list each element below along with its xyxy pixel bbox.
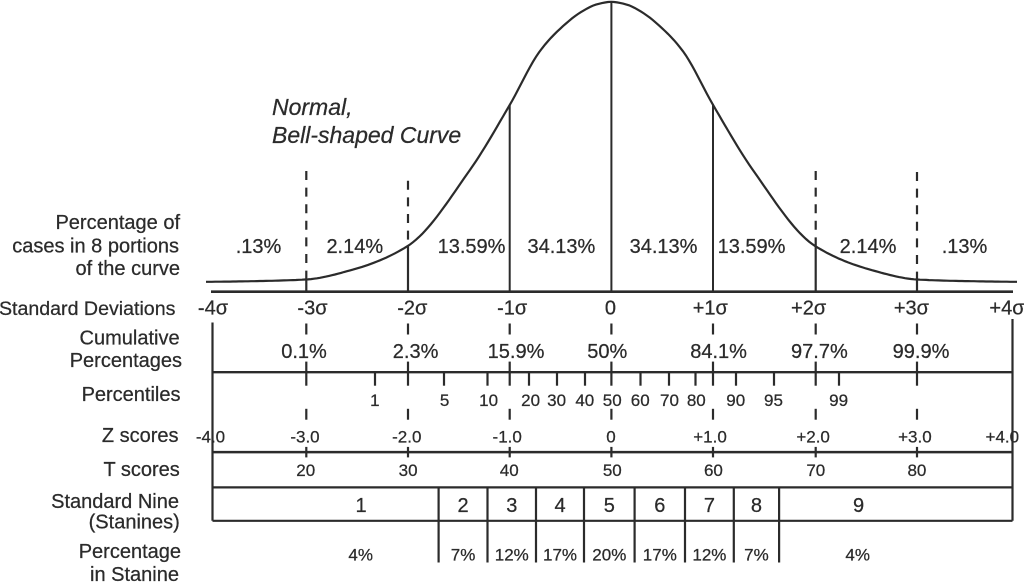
- svg-text:17%: 17%: [643, 546, 677, 565]
- svg-text:50%: 50%: [587, 341, 627, 363]
- svg-text:9: 9: [853, 495, 864, 517]
- svg-text:34.13%: 34.13%: [527, 236, 595, 258]
- svg-text:15.9%: 15.9%: [488, 341, 545, 363]
- svg-text:20%: 20%: [592, 546, 626, 565]
- svg-text:Percentages: Percentages: [70, 350, 182, 372]
- svg-text:80: 80: [907, 461, 926, 480]
- svg-text:12%: 12%: [495, 546, 529, 565]
- svg-text:80: 80: [687, 391, 706, 410]
- svg-text:-1σ: -1σ: [497, 298, 528, 320]
- svg-text:70: 70: [806, 461, 825, 480]
- svg-text:12%: 12%: [692, 546, 726, 565]
- svg-text:90: 90: [726, 391, 745, 410]
- svg-text:6: 6: [654, 495, 665, 517]
- svg-text:60: 60: [631, 391, 650, 410]
- svg-text:2: 2: [457, 495, 468, 517]
- svg-text:17%: 17%: [543, 546, 577, 565]
- svg-text:95: 95: [764, 391, 783, 410]
- svg-text:7: 7: [704, 495, 715, 517]
- svg-text:5: 5: [440, 391, 449, 410]
- svg-text:Cumulative: Cumulative: [80, 327, 180, 349]
- svg-text:99: 99: [829, 391, 848, 410]
- svg-text:in Stanine: in Stanine: [90, 564, 179, 586]
- svg-text:.13%: .13%: [942, 236, 988, 258]
- svg-text:40: 40: [500, 461, 519, 480]
- svg-text:-2.0: -2.0: [392, 428, 421, 447]
- svg-text:Normal,: Normal,: [272, 94, 353, 120]
- svg-text:7%: 7%: [744, 546, 769, 565]
- svg-text:99.9%: 99.9%: [893, 341, 950, 363]
- svg-text:50: 50: [603, 391, 622, 410]
- svg-text:T scores: T scores: [103, 459, 179, 481]
- svg-text:Percentiles: Percentiles: [82, 384, 181, 406]
- svg-text:4: 4: [554, 495, 565, 517]
- svg-text:5: 5: [604, 495, 615, 517]
- svg-text:0: 0: [605, 298, 616, 320]
- svg-text:3: 3: [506, 495, 517, 517]
- svg-text:Standard Nine: Standard Nine: [51, 491, 179, 513]
- svg-text:4%: 4%: [845, 546, 870, 565]
- svg-text:-3σ: -3σ: [297, 298, 328, 320]
- svg-text:2.14%: 2.14%: [326, 236, 383, 258]
- svg-text:50: 50: [603, 461, 622, 480]
- svg-text:1: 1: [355, 495, 366, 517]
- svg-text:10: 10: [479, 391, 498, 410]
- svg-text:+4.0: +4.0: [986, 428, 1020, 447]
- svg-text:8: 8: [751, 495, 762, 517]
- svg-text:34.13%: 34.13%: [630, 236, 698, 258]
- svg-text:40: 40: [575, 391, 594, 410]
- svg-text:Standard Deviations: Standard Deviations: [0, 298, 176, 320]
- svg-text:+2σ: +2σ: [791, 298, 827, 320]
- svg-text:Percentage of: Percentage of: [55, 212, 180, 234]
- svg-text:70: 70: [660, 391, 679, 410]
- svg-text:1: 1: [370, 391, 379, 410]
- svg-text:(Stanines): (Stanines): [89, 512, 180, 534]
- svg-text:+3σ: +3σ: [894, 298, 930, 320]
- svg-text:+1.0: +1.0: [693, 428, 727, 447]
- svg-text:-3.0: -3.0: [290, 428, 319, 447]
- svg-text:Percentage: Percentage: [79, 541, 181, 563]
- svg-text:7%: 7%: [451, 546, 476, 565]
- svg-text:+4σ: +4σ: [989, 298, 1024, 320]
- svg-text:Z scores: Z scores: [102, 425, 179, 447]
- svg-text:20: 20: [521, 391, 540, 410]
- svg-text:2.14%: 2.14%: [840, 236, 897, 258]
- svg-text:of the curve: of the curve: [75, 258, 180, 280]
- svg-text:30: 30: [399, 461, 418, 480]
- svg-text:+2.0: +2.0: [796, 428, 830, 447]
- svg-text:84.1%: 84.1%: [690, 341, 747, 363]
- svg-text:30: 30: [547, 391, 566, 410]
- svg-text:4%: 4%: [348, 546, 373, 565]
- svg-text:0: 0: [606, 428, 615, 447]
- svg-text:13.59%: 13.59%: [438, 236, 506, 258]
- svg-text:97.7%: 97.7%: [791, 341, 848, 363]
- svg-text:-1.0: -1.0: [493, 428, 522, 447]
- svg-text:0.1%: 0.1%: [281, 341, 327, 363]
- svg-text:-4.0: -4.0: [196, 428, 225, 447]
- svg-text:.13%: .13%: [236, 236, 282, 258]
- svg-text:13.59%: 13.59%: [718, 236, 786, 258]
- svg-text:-2σ: -2σ: [397, 298, 428, 320]
- svg-text:20: 20: [296, 461, 315, 480]
- svg-text:+1σ: +1σ: [693, 298, 729, 320]
- svg-text:cases in 8 portions: cases in 8 portions: [12, 236, 179, 258]
- svg-text:+3.0: +3.0: [898, 428, 932, 447]
- svg-text:2.3%: 2.3%: [393, 341, 439, 363]
- svg-text:60: 60: [704, 461, 723, 480]
- svg-text:Bell-shaped Curve: Bell-shaped Curve: [272, 122, 461, 148]
- svg-text:-4σ: -4σ: [198, 298, 229, 320]
